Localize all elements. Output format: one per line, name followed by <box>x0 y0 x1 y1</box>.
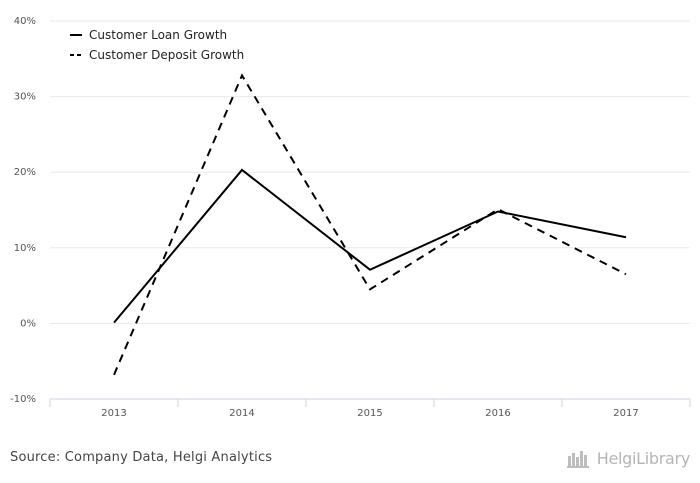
y-axis: 40% 30% 20% 10% 0% -10% <box>10 16 36 405</box>
y-tick-label: 40% <box>14 16 36 27</box>
data-point[interactable] <box>242 75 243 76</box>
series-lines <box>113 73 627 376</box>
legend-item[interactable]: Customer Deposit Growth <box>70 48 244 62</box>
source-note: Source: Company Data, Helgi Analytics <box>10 450 273 465</box>
logo-text: HelgiLibrary <box>596 448 691 468</box>
library-icon <box>566 451 589 468</box>
data-point[interactable] <box>498 209 499 210</box>
data-point[interactable] <box>242 169 243 170</box>
y-tick-label: 0% <box>20 318 36 329</box>
x-tick-label: 2013 <box>101 408 126 419</box>
legend-label: Customer Deposit Growth <box>89 48 244 62</box>
x-tick-label: 2017 <box>613 408 638 419</box>
x-tick-label: 2016 <box>485 408 510 419</box>
data-point[interactable] <box>370 269 371 270</box>
y-tick-label: -10% <box>10 394 36 405</box>
grid-lines <box>50 20 690 324</box>
x-tick-label: 2014 <box>229 408 254 419</box>
legend: Customer Loan Growth Customer Deposit Gro… <box>70 28 244 62</box>
series-line-customer-loan-growth[interactable] <box>113 168 627 324</box>
data-point[interactable] <box>114 374 115 375</box>
helgi-library-logo[interactable]: HelgiLibrary <box>566 448 691 468</box>
data-point[interactable] <box>626 237 627 238</box>
legend-item[interactable]: Customer Loan Growth <box>70 28 227 42</box>
series-line-customer-deposit-growth[interactable] <box>113 73 627 376</box>
y-tick-label: 30% <box>14 92 36 103</box>
line-chart: 40%30%20%10%0%-10% 2013 2014 2015 2016 2017 … <box>10 16 691 419</box>
data-point[interactable] <box>498 211 499 212</box>
data-point[interactable] <box>626 274 627 275</box>
legend-label: Customer Loan Growth <box>89 28 227 42</box>
y-tick-label: 20% <box>14 167 36 178</box>
x-tick-label: 2015 <box>357 408 382 419</box>
x-axis: 2013 2014 2015 2016 2017 <box>49 398 691 419</box>
data-point[interactable] <box>370 289 371 290</box>
data-point[interactable] <box>114 322 115 323</box>
y-tick-label: 10% <box>14 243 36 254</box>
